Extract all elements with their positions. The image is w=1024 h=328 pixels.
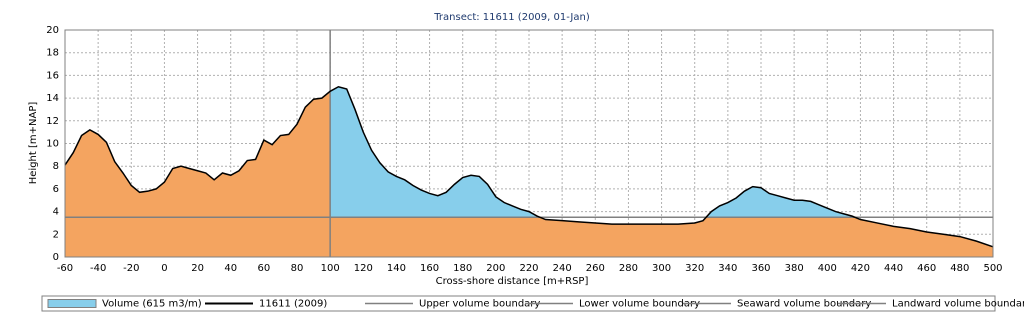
x-tick-label: -60: [57, 263, 73, 274]
x-tick-label: 200: [486, 263, 505, 274]
x-tick-label: 160: [420, 263, 439, 274]
y-tick-label: 16: [46, 70, 59, 81]
x-tick-label: 360: [751, 263, 770, 274]
x-tick-label: 60: [257, 263, 270, 274]
x-tick-label: 380: [785, 263, 804, 274]
plot-frame: [64, 29, 994, 258]
y-tick-label: 14: [46, 93, 59, 104]
legend-label: Volume (615 m3/m): [102, 299, 202, 310]
x-tick-label: -40: [90, 263, 106, 274]
legend-label: Lower volume boundary: [579, 299, 700, 310]
y-tick-label: 20: [46, 25, 59, 36]
volume-area: [330, 86, 855, 218]
chart-title: Transect: 11611 (2009, 01-Jan): [433, 12, 590, 23]
legend-label: Landward volume boundary: [892, 299, 1024, 310]
x-tick-label: 260: [586, 263, 605, 274]
x-tick-label: 440: [884, 263, 903, 274]
x-axis-title: Cross-shore distance [m+RSP]: [436, 276, 589, 287]
y-axis-title: Height [m+NAP]: [28, 102, 39, 185]
legend-swatch: [47, 299, 97, 308]
x-tick-label: 280: [619, 263, 638, 274]
x-tick-label: 180: [453, 263, 472, 274]
x-tick-label: 320: [685, 263, 704, 274]
x-tick-label: 100: [321, 263, 340, 274]
x-tick-label: 500: [983, 263, 1002, 274]
x-tick-label: 20: [191, 263, 204, 274]
y-tick-label: 6: [53, 184, 59, 195]
x-tick-label: 40: [224, 263, 237, 274]
y-tick-label: 10: [46, 139, 59, 150]
x-tick-label: 300: [652, 263, 671, 274]
y-tick-label: 18: [46, 48, 59, 59]
x-tick-label: 240: [553, 263, 572, 274]
x-tick-label: 220: [519, 263, 538, 274]
y-tick-label: 0: [53, 252, 59, 263]
x-tick-label: 420: [851, 263, 870, 274]
x-tick-label: 120: [354, 263, 373, 274]
profile-line: [64, 85, 994, 248]
legend-label: Seaward volume boundary: [737, 299, 871, 310]
x-tick-label: 480: [950, 263, 969, 274]
x-tick-label: 0: [161, 263, 167, 274]
x-tick-label: 340: [718, 263, 737, 274]
x-tick-label: 80: [291, 263, 304, 274]
x-tick-label: 460: [917, 263, 936, 274]
x-tick-label: 140: [387, 263, 406, 274]
y-tick-label: 8: [53, 161, 59, 172]
legend-box: [41, 295, 996, 312]
x-tick-label: -20: [123, 263, 139, 274]
x-tick-label: 400: [818, 263, 837, 274]
y-tick-label: 4: [53, 207, 59, 218]
legend-label: 11611 (2009): [259, 299, 327, 310]
y-tick-label: 12: [46, 116, 59, 127]
legend-label: Upper volume boundary: [419, 299, 540, 310]
y-tick-label: 2: [53, 229, 59, 240]
